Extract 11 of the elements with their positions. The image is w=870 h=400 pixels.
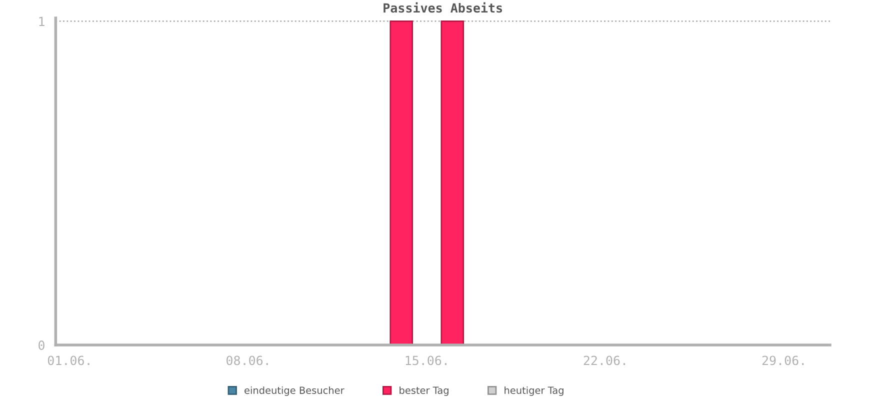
legend-label: eindeutige Besucher xyxy=(244,386,344,396)
chart-title: Passives Abseits xyxy=(384,2,502,13)
legend-label: heutiger Tag xyxy=(504,386,564,396)
x-tick-label: 08.06. xyxy=(226,356,268,366)
y-tick-label: 1 xyxy=(39,16,44,26)
x-tick-label: 29.06. xyxy=(762,356,804,366)
y-tick-label: 0 xyxy=(38,340,44,350)
legend-label: bester Tag xyxy=(400,386,448,396)
x-tick-label: 01.06. xyxy=(48,356,90,366)
x-tick-label: 15.06. xyxy=(406,356,446,366)
x-tick-label: 22.06. xyxy=(584,356,626,366)
